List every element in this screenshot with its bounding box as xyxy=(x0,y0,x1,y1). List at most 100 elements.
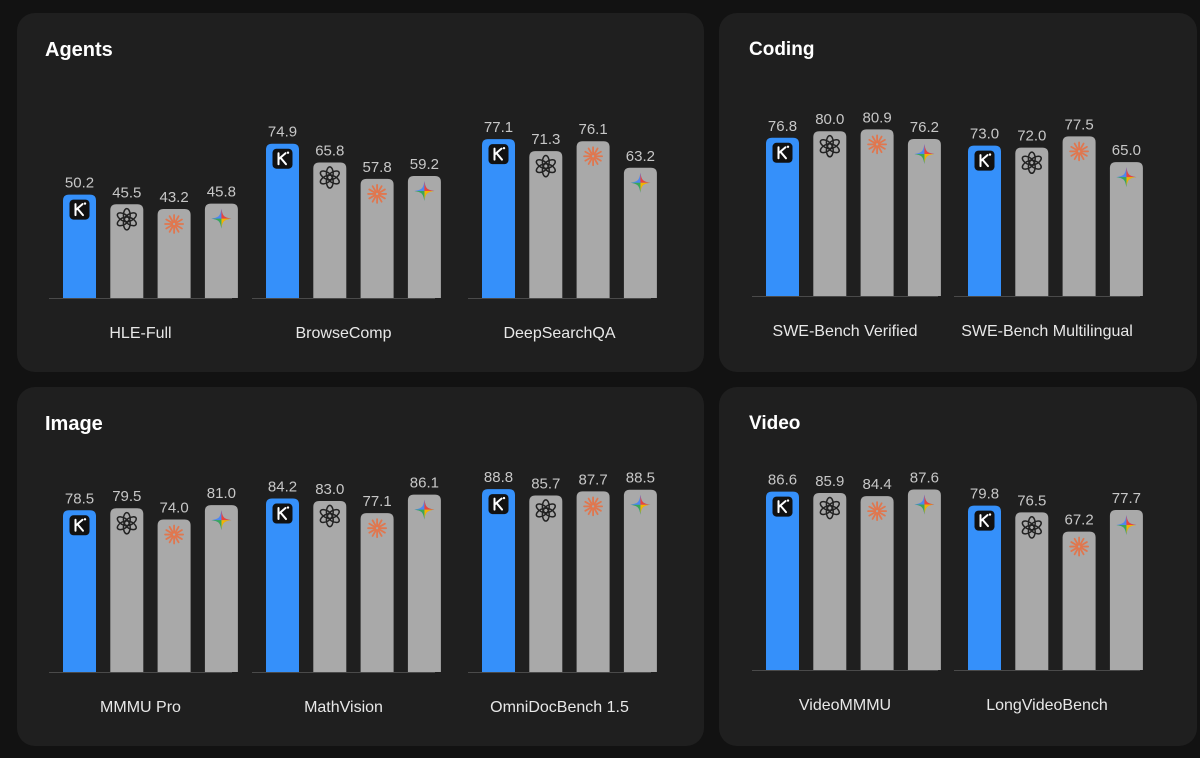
k-logo-icon xyxy=(488,494,509,515)
bar xyxy=(313,501,347,672)
bar xyxy=(407,494,441,672)
bar xyxy=(313,162,347,298)
k-logo-icon xyxy=(974,510,995,531)
bar xyxy=(1015,512,1049,670)
data-label: 43.2 xyxy=(159,189,188,206)
data-label: 80.9 xyxy=(862,109,891,126)
gemini-icon xyxy=(414,181,435,202)
category-label: BrowseComp xyxy=(295,325,391,342)
data-label: 86.6 xyxy=(768,472,797,489)
data-label: 73.0 xyxy=(970,126,999,143)
data-label: 85.7 xyxy=(531,475,560,492)
claude-icon xyxy=(367,184,388,204)
panel-title-agents: Agents xyxy=(45,39,113,61)
data-label: 76.5 xyxy=(1017,492,1046,509)
bar xyxy=(968,505,1001,670)
coding-panel: Coding 76.8 80.0 80.9 76.2 SWE-Bench Verifie… xyxy=(719,13,1197,372)
category-label: HLE-Full xyxy=(109,325,171,342)
bar xyxy=(766,137,799,296)
data-label: 83.0 xyxy=(315,481,344,498)
data-label: 74.0 xyxy=(159,500,188,517)
bar xyxy=(1062,531,1096,670)
data-label: 77.5 xyxy=(1064,116,1093,133)
data-label: 45.8 xyxy=(207,184,236,201)
data-label: 59.2 xyxy=(410,156,439,173)
data-label: 78.5 xyxy=(65,490,94,507)
gemini-icon xyxy=(211,208,232,229)
data-label: 87.6 xyxy=(910,470,939,487)
gemini-icon xyxy=(914,494,935,515)
bar xyxy=(576,141,610,298)
data-label: 77.1 xyxy=(484,119,513,136)
data-label: 84.2 xyxy=(268,479,297,496)
k-logo-icon xyxy=(772,142,793,163)
data-label: 85.9 xyxy=(815,473,844,490)
video-panel: Video 86.6 85.9 84.4 87.6 VideoMMMU 79.8 76.5 6… xyxy=(719,387,1197,746)
bar xyxy=(266,143,299,298)
bar xyxy=(968,145,1001,296)
data-label: 80.0 xyxy=(815,111,844,128)
bar-chart-coding: 76.8 80.0 80.9 76.2 SWE-Bench Verified 73.0 72… xyxy=(752,109,1143,340)
k-logo-icon xyxy=(772,496,793,517)
category-label: SWE-Bench Verified xyxy=(773,323,918,340)
data-label: 81.0 xyxy=(207,485,236,502)
bar xyxy=(63,510,96,672)
data-label: 74.9 xyxy=(268,124,297,141)
data-label: 71.3 xyxy=(531,131,560,148)
claude-icon xyxy=(164,214,185,234)
bar xyxy=(813,493,847,670)
category-label: DeepSearchQA xyxy=(503,325,615,342)
openai-icon xyxy=(819,134,840,158)
k-logo-icon xyxy=(974,150,995,171)
claude-icon xyxy=(583,146,603,167)
image-panel: Image 78.5 79.5 74.0 81.0 MMMU Pro 84.2 83.0 77… xyxy=(17,387,704,746)
panel-title-video: Video xyxy=(749,413,801,434)
openai-icon xyxy=(1021,151,1042,175)
openai-icon xyxy=(319,166,340,189)
bar xyxy=(407,176,441,298)
data-label: 57.8 xyxy=(362,159,391,176)
gemini-icon xyxy=(414,499,435,520)
category-label: LongVideoBench xyxy=(986,697,1108,714)
claude-icon xyxy=(867,501,888,522)
bar xyxy=(110,204,144,298)
bar xyxy=(204,505,238,672)
openai-icon xyxy=(116,207,137,231)
data-label: 76.2 xyxy=(910,119,939,136)
bar xyxy=(204,203,238,298)
panel-title-image: Image xyxy=(45,413,103,435)
data-label: 76.1 xyxy=(578,121,607,138)
openai-icon xyxy=(1021,516,1042,539)
gemini-icon xyxy=(1116,167,1137,188)
bar xyxy=(813,131,847,296)
bar xyxy=(1062,136,1096,296)
bar xyxy=(529,151,563,298)
openai-icon xyxy=(116,511,137,535)
bar xyxy=(860,129,894,296)
gemini-icon xyxy=(211,510,232,531)
k-logo-icon xyxy=(69,515,90,536)
agents-panel: Agents 50.2 45.5 43.2 45.8 HLE-Full 74.9 65.8 5… xyxy=(17,13,704,372)
gemini-icon xyxy=(630,172,651,193)
data-label: 77.1 xyxy=(362,493,391,510)
k-logo-icon xyxy=(272,503,293,524)
category-label: MathVision xyxy=(304,699,383,716)
openai-icon xyxy=(535,499,556,522)
bar xyxy=(907,139,941,296)
bar-chart-video: 86.6 85.9 84.4 87.6 VideoMMMU 79.8 76.5 67.2 77.… xyxy=(752,470,1143,714)
bar xyxy=(157,209,191,298)
openai-icon xyxy=(319,504,340,528)
gemini-icon xyxy=(630,494,651,515)
category-label: MMMU Pro xyxy=(100,699,181,716)
category-label: VideoMMMU xyxy=(799,697,891,714)
gemini-icon xyxy=(1116,514,1137,535)
bar xyxy=(360,178,394,298)
data-label: 67.2 xyxy=(1064,512,1093,529)
bar xyxy=(110,508,144,672)
data-label: 88.5 xyxy=(626,470,655,487)
data-label: 65.0 xyxy=(1112,142,1141,159)
bar xyxy=(623,167,657,298)
data-label: 50.2 xyxy=(65,175,94,192)
bar xyxy=(766,491,799,670)
k-logo-icon xyxy=(488,144,509,165)
